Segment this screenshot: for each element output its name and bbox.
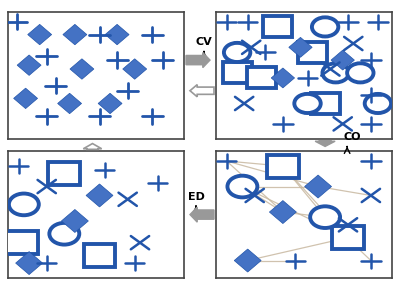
Polygon shape <box>105 24 129 45</box>
Circle shape <box>49 223 79 244</box>
Circle shape <box>365 94 391 113</box>
Polygon shape <box>86 184 113 207</box>
Circle shape <box>9 193 39 215</box>
Circle shape <box>310 206 340 228</box>
Bar <box>263 17 292 37</box>
Circle shape <box>228 176 257 197</box>
FancyArrow shape <box>315 141 335 146</box>
Polygon shape <box>123 59 147 79</box>
Bar <box>247 68 276 88</box>
Circle shape <box>224 43 250 62</box>
Polygon shape <box>28 24 52 45</box>
FancyArrow shape <box>83 144 102 149</box>
Text: CV: CV <box>196 37 212 47</box>
Polygon shape <box>270 201 296 224</box>
Bar <box>48 162 80 185</box>
Polygon shape <box>17 55 41 75</box>
Polygon shape <box>271 68 294 88</box>
Polygon shape <box>14 88 38 108</box>
Polygon shape <box>98 93 122 114</box>
Bar <box>332 226 364 249</box>
Bar <box>298 42 327 63</box>
Bar <box>6 231 38 254</box>
Bar <box>311 93 340 114</box>
Polygon shape <box>58 93 82 114</box>
Bar <box>84 244 115 267</box>
Circle shape <box>312 17 338 37</box>
Polygon shape <box>16 252 42 275</box>
Polygon shape <box>289 37 312 57</box>
Text: ED: ED <box>188 192 204 202</box>
FancyArrow shape <box>190 207 214 222</box>
Circle shape <box>347 63 374 82</box>
Circle shape <box>294 94 321 113</box>
Polygon shape <box>62 209 88 233</box>
Polygon shape <box>234 249 261 272</box>
Polygon shape <box>70 59 94 79</box>
FancyArrow shape <box>190 85 214 97</box>
Text: CO: CO <box>343 132 361 142</box>
Bar <box>223 62 252 83</box>
Circle shape <box>322 63 349 82</box>
FancyArrow shape <box>186 52 210 68</box>
Polygon shape <box>331 50 354 70</box>
Polygon shape <box>305 175 332 198</box>
Polygon shape <box>63 24 87 45</box>
Bar <box>267 155 299 177</box>
